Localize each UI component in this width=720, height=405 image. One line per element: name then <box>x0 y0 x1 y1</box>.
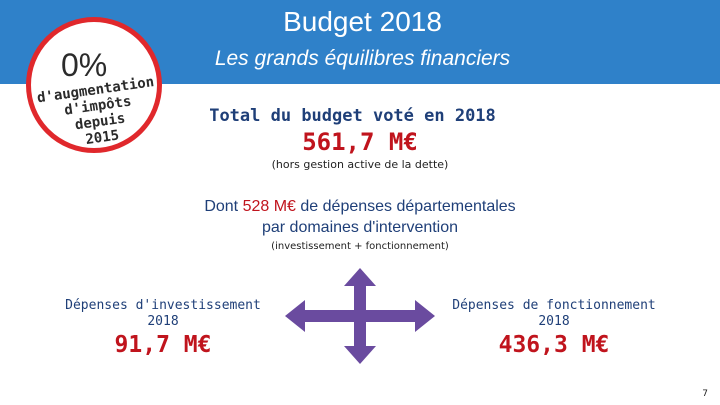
operating-label-line-2: 2018 <box>538 314 570 329</box>
arrow-shape <box>285 268 435 364</box>
tax-badge: 0% d'augmentation d'impôts depuis 2015 <box>26 17 162 153</box>
investment-label-line-2: 2018 <box>147 314 179 329</box>
page-number: 7 <box>702 389 708 399</box>
operating-label: Dépenses de fonctionnement 2018 <box>434 298 674 330</box>
departmental-note: (investissement + fonctionnement) <box>271 241 449 252</box>
departmental-amount: 528 M€ <box>242 198 296 215</box>
departmental-prefix: Dont <box>204 198 243 215</box>
four-way-arrow-icon <box>285 268 435 364</box>
departmental-spending-text: Dont 528 M€ de dépenses départementales … <box>140 196 580 238</box>
operating-amount: 436,3 M€ <box>498 332 610 358</box>
page-title: Budget 2018 <box>283 6 442 37</box>
badge-caption: d'augmentation d'impôts depuis 2015 <box>35 74 163 154</box>
operating-label-line-1: Dépenses de fonctionnement <box>452 298 656 313</box>
departmental-suffix: de dépenses départementales <box>295 198 516 215</box>
departmental-line-2: par domaines d'intervention <box>261 219 459 236</box>
page-subtitle: Les grands équilibres financiers <box>214 47 511 70</box>
total-budget-amount: 561,7 M€ <box>302 128 418 156</box>
investment-amount: 91,7 M€ <box>114 332 212 358</box>
total-budget-label: Total du budget voté en 2018 <box>209 106 496 126</box>
investment-label-line-1: Dépenses d'investissement <box>65 298 261 313</box>
total-budget-note: (hors gestion active de la dette) <box>271 158 449 171</box>
investment-label: Dépenses d'investissement 2018 <box>43 298 283 330</box>
badge-percent: 0% <box>61 47 108 83</box>
